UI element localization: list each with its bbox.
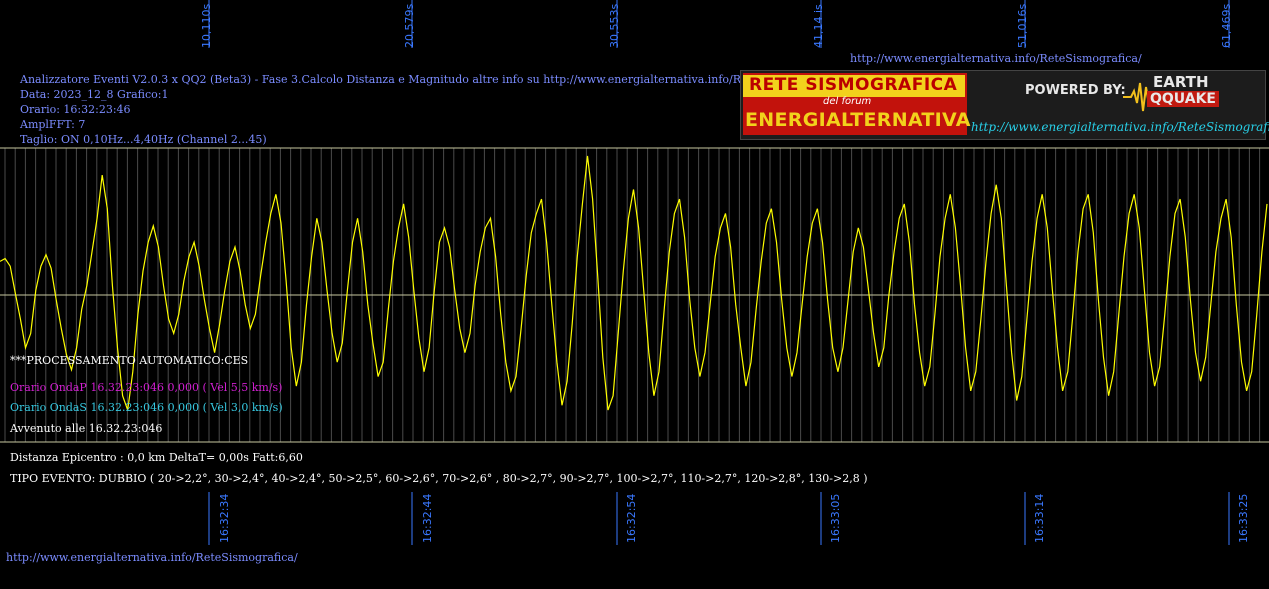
bottom-tick-label: 16:33:05 (829, 493, 842, 543)
top-tick-label: 20,579s (403, 3, 416, 48)
logo-subtitle: del forum (823, 96, 872, 107)
header-line-5: Taglio: ON 0,10Hz...4,40Hz (Channel 2...… (20, 133, 267, 146)
logo-url[interactable]: http://www.energialternativa.info/ReteSi… (971, 120, 1269, 134)
logo-brand-top: EARTH (1153, 73, 1209, 91)
logo-title: RETE SISMOGRAFICA (749, 75, 958, 95)
logo-powered: POWERED BY: (1025, 83, 1126, 98)
event-type: TIPO EVENTO: DUBBIO ( 20->2,2°, 30->2,4°… (10, 472, 868, 485)
header-line-1: Analizzatore Eventi V2.0.3 x QQ2 (Beta3)… (20, 73, 786, 86)
major-ticks (208, 0, 1230, 545)
top-tick-label: 10,110s (200, 3, 213, 48)
bottom-tick-label: 16:33:14 (1033, 493, 1046, 543)
epicenter-distance: Distanza Epicentro : 0,0 km DeltaT= 0,00… (10, 451, 303, 464)
bottom-tick-label: 16:33:25 (1237, 493, 1250, 543)
header-line-3: Orario: 16:32:23:46 (20, 103, 131, 116)
header-line-4: AmplFFT: 7 (20, 118, 86, 131)
onda-s-time: Orario OndaS 16.32.23:046 0,000 ( Vel 3,… (10, 401, 283, 414)
bottom-url[interactable]: http://www.energialternativa.info/ReteSi… (6, 551, 298, 564)
top-tick-label: 51,016s (1016, 3, 1029, 48)
bottom-tick-label: 16:32:34 (218, 493, 231, 543)
top-tick-label: 61,469s (1220, 3, 1233, 48)
auto-processing-label: ***PROCESSAMENTO AUTOMATICO:CES (10, 354, 249, 367)
rete-sismografica-logo: RETE SISMOGRAFICA del forum ENERGIALTERN… (740, 70, 1269, 140)
logo-brand-bottom: QQUAKE (1147, 91, 1219, 107)
top-tick-label: 41,14 is (812, 4, 825, 48)
bottom-tick-label: 16:32:54 (625, 493, 638, 543)
signal-trace (0, 155, 1268, 411)
header-line-2: Data: 2023_12_8 Grafico:1 (20, 88, 169, 101)
logo-yellow-band (743, 75, 965, 97)
logo-name: ENERGIALTERNATIVA (745, 109, 971, 131)
top-url[interactable]: http://www.energialternativa.info/ReteSi… (850, 52, 1142, 65)
top-tick-label: 30,553s (608, 3, 621, 48)
onda-p-time: Orario OndaP 16.32.23:046 0,000 ( Vel 5,… (10, 381, 283, 394)
event-time: Avvenuto alle 16.32.23:046 (10, 422, 163, 435)
bottom-tick-label: 16:32:44 (421, 493, 434, 543)
